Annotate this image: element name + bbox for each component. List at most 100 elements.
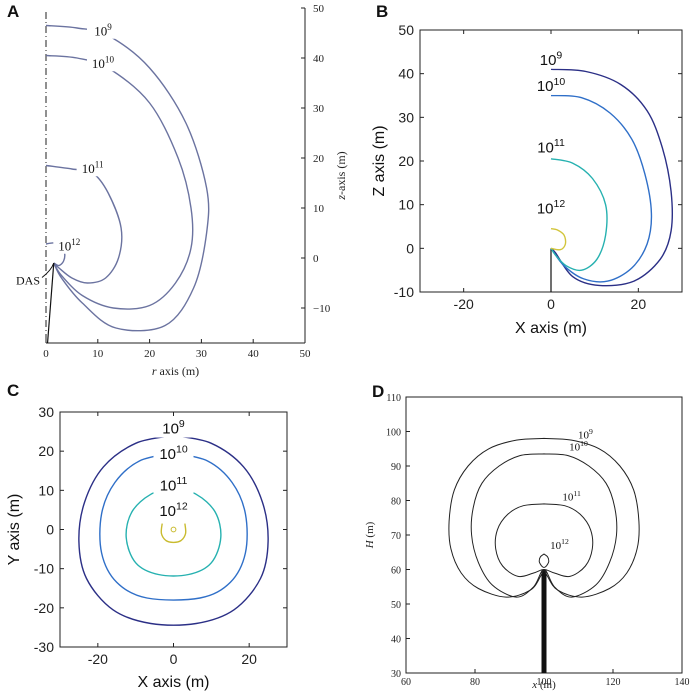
x-axis-label: X axis (m) [515,320,587,337]
x-tick-label: 20 [241,651,257,667]
y-tick-label: 30 [313,103,325,115]
contour-label-bg [153,419,194,438]
y-tick-label: 110 [386,393,401,404]
panel-label-b: B [376,2,388,21]
contour-label-bg [153,445,194,463]
y-tick-label: 40 [398,66,414,82]
x-tick-label: -20 [88,651,108,667]
x-tick-label: 120 [606,677,621,688]
y-axis-label: Z axis (m) [371,125,388,196]
contour-label-11: 1011 [537,137,565,156]
contour-label-10: 1010 [159,444,188,463]
contour-label-bg [531,50,571,69]
contour-line-10 [550,94,653,283]
x-axis-label: X axis (m) [138,674,210,691]
x-tick-label: -20 [454,296,474,312]
y-tick-label: 70 [391,531,401,542]
borehole-bar [541,569,547,673]
contour-label-9: 109 [578,427,593,442]
y-tick-label: 40 [391,635,401,646]
x-tick-label: 20 [144,348,156,360]
contour-label-10: 1010 [92,55,115,72]
y-tick-label: 30 [391,669,401,680]
y-tick-label: 30 [38,404,54,420]
contour-label-bg [531,199,571,218]
y-tick-label: 50 [313,3,325,15]
panel-b: -20 0 20 50 40 30 20 10 0 -10 X axis (m) Z axis (m)… [371,22,683,337]
y-tick-label: 30 [398,109,414,125]
contour-line-9 [550,68,673,287]
y-tick-label: -30 [34,639,54,655]
contour-label-9: 109 [540,50,563,69]
contour-line-12 [538,553,550,568]
y-tick-label: 20 [398,153,414,169]
y-tick-label: 90 [391,462,401,473]
panel-label-a: A [7,2,19,21]
contour-label-9: 109 [94,22,112,39]
contour-line-9 [78,434,269,626]
contour-label-bg [76,160,109,177]
y-tick-label: 10 [313,203,325,215]
y-tick-label: -10 [394,284,414,300]
x-tick-label: 30 [196,348,208,360]
contour-label-bg [86,23,119,39]
das-arrow [41,262,55,278]
y-tick-label: 20 [38,443,54,459]
contour-label-9: 109 [162,418,185,437]
y-tick-label: 100 [386,428,401,439]
contour-line-11 [494,503,594,578]
y-axis-label: z-axis (m) [334,151,348,200]
x-tick-label: 20 [631,296,647,312]
panel-c: -20 0 20 30 20 10 0 -10 -20 -30 X axis (m) Y axis (… [6,404,288,691]
contour-label-bg [53,238,86,254]
y-axis-label: Y axis (m) [6,494,23,566]
y-tick-label: 20 [313,153,325,165]
contour-label-12: 1012 [550,537,569,552]
contour-label-12: 1012 [58,237,81,254]
borehole-line [46,262,55,344]
contour-label-bg [531,76,571,95]
das-annotation: DAS [16,274,40,288]
contour-label-11: 1011 [562,489,581,504]
panel-d: 60 80 100 120 140 110 100 90 80 70 60 50 40 30 x (m) H … [364,393,690,691]
source-marker [170,526,177,533]
panel-a: 0 10 20 30 40 50 50 40 30 20 10 0 −10 r axis (m) z-axi… [16,3,348,378]
contour-line-12 [550,228,567,251]
contour-label-11: 1011 [160,475,188,494]
y-tick-label: 60 [391,566,401,577]
y-tick-label: 50 [391,600,401,611]
y-tick-label: -20 [34,600,54,616]
y-axis-label: H (m) [364,521,376,549]
contour-label-12: 1012 [159,500,188,519]
x-axis-label: r axis (m) [152,364,199,378]
x-axis-label: x (m) [531,679,556,691]
x-tick-label: 40 [248,348,260,360]
y-tick-label: −10 [313,303,331,315]
contour-label-bg [153,476,194,495]
x-tick-label: 140 [675,677,690,688]
y-tick-label: 50 [398,22,414,38]
contour-label-12: 1012 [537,198,566,217]
y-tick-label: -10 [34,561,54,577]
panel-label-d: D [372,382,384,401]
x-tick-label: 0 [547,296,555,312]
y-tick-label: 10 [38,482,54,498]
x-tick-label: 10 [92,348,104,360]
contour-label-11: 1011 [82,160,104,177]
x-tick-label: 80 [470,677,480,688]
contour-line-12 [160,523,187,544]
x-tick-label: 100 [537,677,552,688]
contour-line-10 [45,54,194,310]
y-tick-label: 0 [313,253,319,265]
contour-line-10 [99,452,248,601]
x-tick-label: 50 [300,348,312,360]
y-tick-label: 40 [313,53,325,65]
contour-label-10: 1010 [569,439,588,454]
x-tick-label: 0 [43,348,49,360]
contour-label-10: 1010 [537,76,566,95]
y-tick-label: 0 [406,240,414,256]
y-tick-label: 10 [398,197,414,213]
y-tick-label: 0 [46,522,54,538]
y-tick-label: 80 [391,497,401,508]
